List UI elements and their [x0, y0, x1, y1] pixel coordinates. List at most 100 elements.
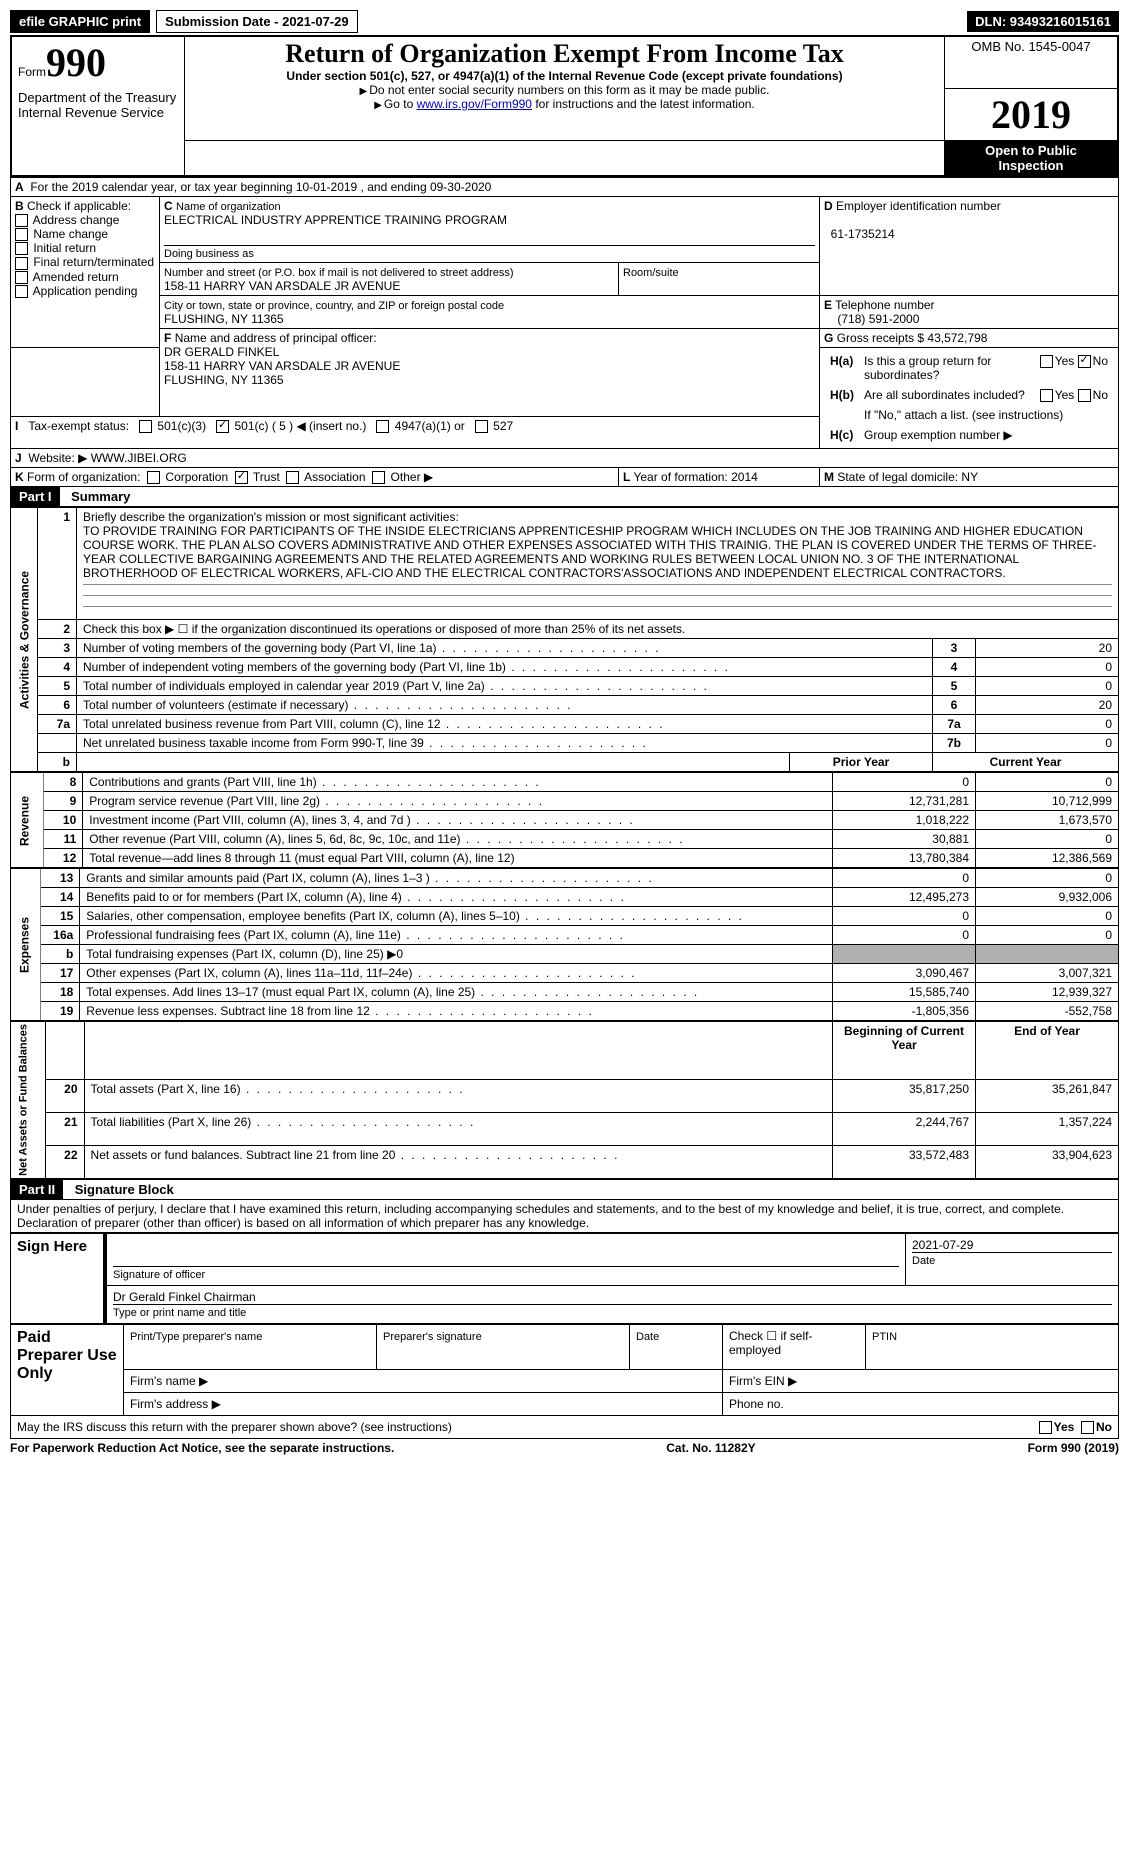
- note-ssn: Do not enter social security numbers on …: [369, 83, 769, 97]
- part2-header: Part II: [11, 1180, 63, 1199]
- section-a: A For the 2019 calendar year, or tax yea…: [10, 177, 1119, 488]
- checkbox-address-change[interactable]: [15, 214, 28, 227]
- phone-label: Telephone number: [835, 298, 934, 312]
- efile-print-button[interactable]: efile GRAPHIC print: [10, 10, 150, 33]
- firm-name-label: Firm's name ▶: [124, 1369, 723, 1392]
- state-domicile-label: State of legal domicile:: [837, 470, 958, 484]
- ptin-label: PTIN: [872, 1331, 897, 1343]
- opt-address-change: Address change: [33, 213, 120, 227]
- gross-receipts-label: Gross receipts $: [837, 331, 924, 345]
- dba-label: Doing business as: [164, 248, 254, 260]
- paid-preparer-label: Paid Preparer Use Only: [11, 1324, 124, 1415]
- phone-value: (718) 591-2000: [837, 312, 919, 326]
- line1-label: Briefly describe the organization's miss…: [83, 510, 459, 524]
- dln-label: DLN: 93493216015161: [967, 11, 1119, 32]
- ha-no[interactable]: [1078, 355, 1091, 368]
- org-name: ELECTRICAL INDUSTRY APPRENTICE TRAINING …: [164, 213, 507, 227]
- chk-501c[interactable]: [216, 420, 229, 433]
- sig-date-label: Date: [912, 1255, 935, 1267]
- side-label-net-assets: Net Assets or Fund Balances: [11, 1022, 46, 1179]
- opt-initial-return: Initial return: [33, 241, 96, 255]
- discuss-yes[interactable]: [1039, 1421, 1052, 1434]
- topbar: efile GRAPHIC print Submission Date - 20…: [10, 10, 1119, 33]
- part2-title: Signature Block: [67, 1180, 182, 1199]
- year-formation-label: Year of formation:: [633, 470, 727, 484]
- form-header: Form990 Return of Organization Exempt Fr…: [10, 35, 1119, 177]
- opt-final-return: Final return/terminated: [33, 255, 154, 269]
- check-self-employed: Check ☐ if self-employed: [723, 1324, 866, 1369]
- prep-date-label: Date: [636, 1331, 659, 1343]
- footer-right: Form 990 (2019): [1028, 1441, 1119, 1455]
- chk-4947[interactable]: [376, 420, 389, 433]
- checkbox-final-return[interactable]: [15, 257, 28, 270]
- opt-name-change: Name change: [33, 227, 108, 241]
- chk-trust[interactable]: [235, 471, 248, 484]
- line16b: Total fundraising expenses (Part IX, col…: [80, 945, 833, 964]
- revenue-table: Revenue 8Contributions and grants (Part …: [10, 772, 1119, 868]
- street-label: Number and street (or P.O. box if mail i…: [164, 267, 514, 279]
- ein-value: 61-1735214: [831, 227, 895, 241]
- net-assets-table: Net Assets or Fund Balances Beginning of…: [10, 1021, 1119, 1179]
- website-value: WWW.JIBEI.ORG: [91, 451, 187, 465]
- officer-addr1: 158-11 HARRY VAN ARSDALE JR AVENUE: [164, 359, 400, 373]
- expenses-table: Expenses 13Grants and similar amounts pa…: [10, 868, 1119, 1021]
- summary-table: Activities & Governance 1 Briefly descri…: [10, 507, 1119, 772]
- footer-left: For Paperwork Reduction Act Notice, see …: [10, 1441, 394, 1455]
- instructions-link[interactable]: www.irs.gov/Form990: [417, 97, 532, 111]
- prep-name-label: Print/Type preparer's name: [130, 1331, 262, 1343]
- room-suite-label: Room/suite: [623, 267, 679, 279]
- firm-addr-label: Firm's address ▶: [124, 1392, 723, 1415]
- chk-501c3[interactable]: [139, 420, 152, 433]
- officer-signature-line[interactable]: [113, 1238, 899, 1267]
- line2-text: Check this box ▶ ☐ if the organization d…: [77, 620, 1119, 639]
- prep-sig-label: Preparer's signature: [383, 1331, 482, 1343]
- city-value: FLUSHING, NY 11365: [164, 312, 284, 326]
- org-name-label: Name of organization: [176, 201, 281, 213]
- perjury-text: Under penalties of perjury, I declare th…: [10, 1200, 1119, 1233]
- checkbox-name-change[interactable]: [15, 228, 28, 241]
- open-to-public: Open to Public Inspection: [945, 140, 1119, 176]
- form-footer: For Paperwork Reduction Act Notice, see …: [10, 1441, 1119, 1455]
- year-formation-value: 2014: [731, 470, 758, 484]
- website-label: Website: ▶: [28, 451, 87, 465]
- ha-yes[interactable]: [1040, 355, 1053, 368]
- check-applicable-label: Check if applicable:: [27, 199, 131, 213]
- officer-name: DR GERALD FINKEL: [164, 345, 279, 359]
- hb-label: Are all subordinates included?: [860, 386, 1034, 404]
- officer-label: Name and address of principal officer:: [175, 331, 377, 345]
- state-domicile-value: NY: [961, 470, 978, 484]
- form-prefix: Form: [18, 65, 46, 79]
- hb-no[interactable]: [1078, 389, 1091, 402]
- irs-label: Internal Revenue Service: [18, 105, 178, 120]
- ha-label: Is this a group return for subordinates?: [860, 352, 1034, 384]
- submission-date-button[interactable]: Submission Date - 2021-07-29: [156, 10, 358, 33]
- chk-527[interactable]: [475, 420, 488, 433]
- discuss-no[interactable]: [1081, 1421, 1094, 1434]
- street-value: 158-11 HARRY VAN ARSDALE JR AVENUE: [164, 279, 400, 293]
- firm-ein-label: Firm's EIN ▶: [723, 1369, 1119, 1392]
- dept-treasury: Department of the Treasury: [18, 90, 178, 105]
- city-label: City or town, state or province, country…: [164, 300, 504, 312]
- form-org-label: Form of organization:: [27, 470, 140, 484]
- checkbox-app-pending[interactable]: [15, 285, 28, 298]
- chk-assoc[interactable]: [286, 471, 299, 484]
- officer-name-title: Dr Gerald Finkel Chairman: [113, 1290, 1112, 1305]
- note-goto-post: for instructions and the latest informat…: [532, 97, 755, 111]
- checkbox-initial-return[interactable]: [15, 242, 28, 255]
- hb-yes[interactable]: [1040, 389, 1053, 402]
- gross-receipts-value: 43,572,798: [927, 331, 987, 345]
- tax-status-label: Tax-exempt status:: [28, 419, 129, 433]
- checkbox-amended[interactable]: [15, 271, 28, 284]
- name-title-label: Type or print name and title: [113, 1307, 246, 1319]
- chk-other[interactable]: [372, 471, 385, 484]
- hc-label: Group exemption number ▶: [860, 426, 1112, 444]
- omb-number: OMB No. 1545-0047: [945, 36, 1119, 88]
- discuss-text: May the IRS discuss this return with the…: [17, 1420, 452, 1434]
- side-label-governance: Activities & Governance: [11, 508, 38, 772]
- part1-title: Summary: [63, 487, 138, 506]
- form-990-number: 990: [46, 40, 106, 85]
- chk-corp[interactable]: [147, 471, 160, 484]
- sig-date-value: 2021-07-29: [912, 1238, 1112, 1252]
- side-label-revenue: Revenue: [11, 773, 44, 868]
- footer-center: Cat. No. 11282Y: [666, 1441, 755, 1455]
